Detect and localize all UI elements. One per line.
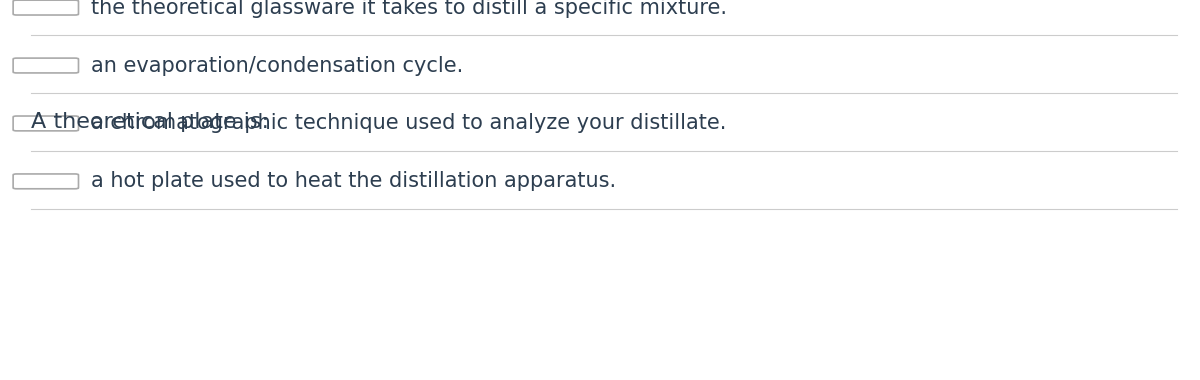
FancyBboxPatch shape (13, 58, 78, 73)
FancyBboxPatch shape (13, 174, 78, 189)
Text: a chromatographic technique used to analyze your distillate.: a chromatographic technique used to anal… (91, 114, 726, 133)
FancyBboxPatch shape (13, 116, 78, 131)
Text: an evaporation/condensation cycle.: an evaporation/condensation cycle. (91, 55, 463, 76)
Text: the theoretical glassware it takes to distill a specific mixture.: the theoretical glassware it takes to di… (91, 0, 727, 17)
Text: A theoretical plate is:: A theoretical plate is: (31, 112, 269, 132)
FancyBboxPatch shape (13, 0, 78, 15)
Text: a hot plate used to heat the distillation apparatus.: a hot plate used to heat the distillatio… (91, 171, 617, 192)
